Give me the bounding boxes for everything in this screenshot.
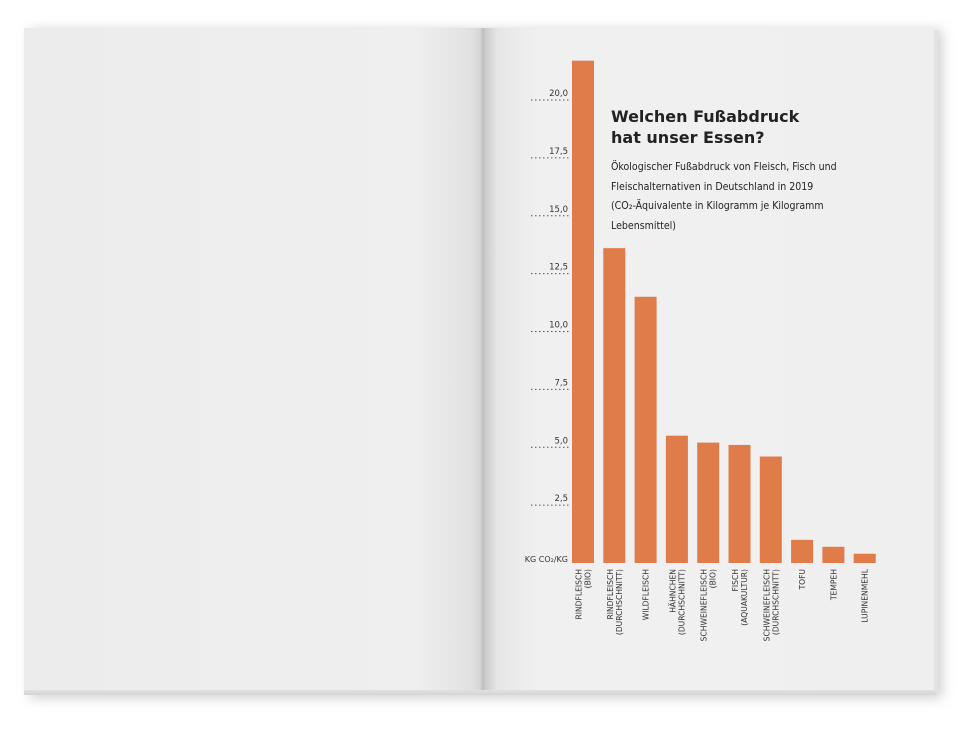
chart-title-line-2: hat unser Essen? xyxy=(611,128,765,147)
x-tick-label: FISCH xyxy=(731,569,740,591)
y-tick-label: 20,0 xyxy=(549,89,568,99)
x-tick-label: RINDFLEISCH xyxy=(606,569,615,620)
y-tick-label: 15,0 xyxy=(549,205,568,215)
y-tick-label: 10,0 xyxy=(549,321,568,331)
y-tick-label: 5,0 xyxy=(554,436,568,446)
x-tick-label: (BIO) xyxy=(709,569,718,588)
bar xyxy=(697,442,720,563)
y-tick-label: 2,5 xyxy=(554,494,568,504)
bar xyxy=(822,546,845,563)
x-tick-label: SCHWEINEFLEISCH xyxy=(762,569,771,641)
bar xyxy=(603,248,626,563)
bar xyxy=(759,456,782,563)
y-tick-label: 12,5 xyxy=(549,263,568,273)
right-page xyxy=(484,28,936,693)
chart-title: Welchen Fußabdruck hat unser Essen? xyxy=(611,106,841,148)
y-tick-label: 17,5 xyxy=(549,147,568,157)
bar xyxy=(572,60,594,564)
bar xyxy=(665,435,688,563)
bar xyxy=(791,539,814,563)
chart-subtitle: Ökologischer Fußabdruck von Fleisch, Fis… xyxy=(611,161,837,232)
page-edge xyxy=(934,30,938,692)
x-tick-label: WILDFLEISCH xyxy=(642,569,651,620)
page-bottom-edge xyxy=(24,690,936,695)
x-tick-label: (DURCHSCHNITT) xyxy=(771,569,780,635)
chart-title-line-1: Welchen Fußabdruck xyxy=(611,107,800,126)
x-tick-label: (AQUAKULTUR) xyxy=(740,569,749,626)
y-tick-label: 7,5 xyxy=(554,378,568,388)
x-tick-label: TEMPEH xyxy=(829,569,838,601)
left-page xyxy=(24,28,484,693)
y-axis-label: KG CO₂/KG xyxy=(525,555,568,564)
x-tick-label: (DURCHSCHNITT) xyxy=(615,569,624,635)
x-tick-label: RINDFLEISCH xyxy=(575,569,584,620)
bar xyxy=(728,444,751,563)
x-tick-label: SCHWEINEFLEISCH xyxy=(700,569,709,641)
bar xyxy=(634,296,657,563)
x-tick-label: (BIO) xyxy=(584,569,593,588)
x-tick-label: LUPINENMEHL xyxy=(861,568,870,622)
bar xyxy=(853,553,876,563)
x-tick-label: TOFU xyxy=(798,569,807,591)
x-tick-label: (DURCHSCHNITT) xyxy=(677,569,686,635)
x-tick-label: HÄHNCHEN xyxy=(668,569,677,613)
book-gutter xyxy=(480,28,486,693)
